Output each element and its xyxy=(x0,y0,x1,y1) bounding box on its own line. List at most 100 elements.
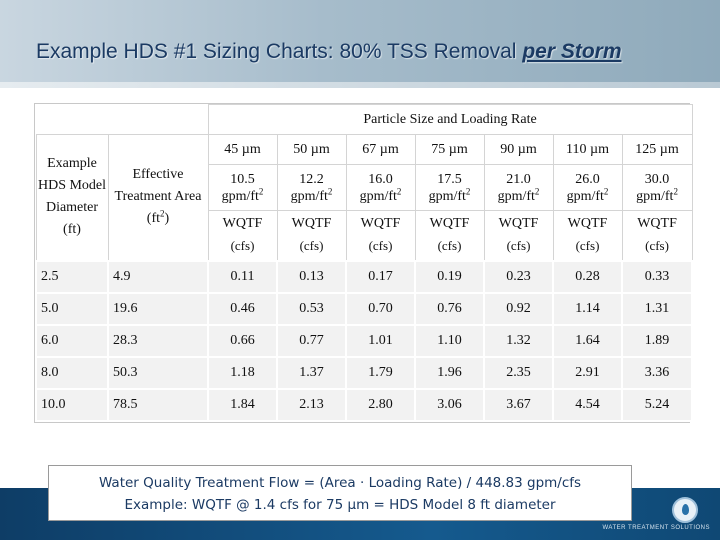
flow-unit: (cfs) xyxy=(437,237,462,253)
loading-rate-unit-sup: 2 xyxy=(258,185,264,196)
title-banner xyxy=(0,0,720,88)
wqtf-cell: 1.18 xyxy=(207,355,278,390)
flow-label: WQTF xyxy=(429,215,470,231)
loading-rate-header: 10.5 gpm/ft2 xyxy=(207,164,278,211)
particle-size-header: 110 µm xyxy=(552,134,623,165)
wqtf-cell: 1.32 xyxy=(483,323,554,358)
model-diameter-cell: 10.0 xyxy=(35,387,109,422)
flow-unit: (cfs) xyxy=(506,237,531,253)
wqtf-cell: 2.13 xyxy=(276,387,347,422)
wqtf-cell: 0.28 xyxy=(552,259,623,294)
particle-size-header: 125 µm xyxy=(621,134,693,165)
particle-size-header: 67 µm xyxy=(345,134,416,165)
sizing-table-container: Particle Size and Loading Rate Example H… xyxy=(34,103,694,423)
loading-rate-header: 12.2 gpm/ft2 xyxy=(276,164,347,211)
particle-size-header: 50 µm xyxy=(276,134,347,165)
wqtf-cell: 1.79 xyxy=(345,355,416,390)
wqtf-cell: 0.13 xyxy=(276,259,347,294)
area-header-close: ) xyxy=(164,211,170,227)
water-drop-logo-icon xyxy=(672,497,698,523)
flow-label: WQTF xyxy=(222,215,263,231)
diameter-column-header: Example HDS Model Diameter (ft) xyxy=(35,134,109,261)
loading-rate-value: 12.2 xyxy=(299,171,324,187)
wqtf-cell: 4.54 xyxy=(552,387,623,422)
loading-rate-unit: gpm/ft xyxy=(290,188,328,204)
loading-rate-unit: gpm/ft xyxy=(566,188,604,204)
wqtf-cell: 0.76 xyxy=(414,291,485,326)
wqtf-cell: 1.14 xyxy=(552,291,623,326)
wqtf-cell: 2.80 xyxy=(345,387,416,422)
loading-rate-unit-sup: 2 xyxy=(603,185,609,196)
table-row: 5.0 19.6 0.46 0.53 0.70 0.76 0.92 1.14 1.31 xyxy=(35,291,694,326)
wqtf-cell: 0.77 xyxy=(276,323,347,358)
model-diameter-cell: 8.0 xyxy=(35,355,109,390)
loading-rate-unit-sup: 2 xyxy=(327,185,333,196)
wqtf-cell: 1.01 xyxy=(345,323,416,358)
loading-rate-header: 30.0 gpm/ft2 xyxy=(621,164,693,211)
formula-line-2: Example: WQTF @ 1.4 cfs for 75 µm = HDS … xyxy=(124,497,556,513)
sizing-table: Particle Size and Loading Rate Example H… xyxy=(35,104,694,422)
formula-box: Water Quality Treatment Flow = (Area · L… xyxy=(48,465,632,521)
flow-unit-header: WQTF (cfs) xyxy=(276,210,347,261)
flow-label: WQTF xyxy=(291,215,332,231)
loading-rate-unit: gpm/ft xyxy=(428,188,466,204)
flow-unit-header: WQTF (cfs) xyxy=(207,210,278,261)
flow-label: WQTF xyxy=(498,215,539,231)
treatment-area-cell: 78.5 xyxy=(107,387,209,422)
flow-unit: (cfs) xyxy=(299,237,324,253)
area-header-sup: 2 xyxy=(160,208,165,219)
flow-unit-header: WQTF (cfs) xyxy=(414,210,485,261)
slide-title-main: Example HDS #1 Sizing Charts: 80% TSS Re… xyxy=(36,40,523,63)
particle-size-header: 90 µm xyxy=(483,134,554,165)
wqtf-cell: 0.53 xyxy=(276,291,347,326)
flow-label: WQTF xyxy=(637,215,677,231)
flow-unit: (cfs) xyxy=(368,237,393,253)
particle-size-header: 75 µm xyxy=(414,134,485,165)
loading-rate-unit-sup: 2 xyxy=(534,185,540,196)
wqtf-cell: 3.36 xyxy=(620,355,694,390)
table-row: 2.5 4.9 0.11 0.13 0.17 0.19 0.23 0.28 0.33 xyxy=(35,259,694,294)
loading-rate-unit-sup: 2 xyxy=(673,185,678,196)
area-column-header: Effective Treatment Area (ft2) xyxy=(107,134,209,261)
loading-rate-value: 17.5 xyxy=(437,171,462,187)
loading-rate-header: 21.0 gpm/ft2 xyxy=(483,164,554,211)
wqtf-cell: 1.10 xyxy=(414,323,485,358)
wqtf-cell: 0.17 xyxy=(345,259,416,294)
wqtf-cell: 5.24 xyxy=(620,387,694,422)
wqtf-cell: 0.11 xyxy=(207,259,278,294)
wqtf-cell: 0.19 xyxy=(414,259,485,294)
wqtf-cell: 2.35 xyxy=(483,355,554,390)
loading-rate-unit: gpm/ft xyxy=(497,188,535,204)
flow-label: WQTF xyxy=(360,215,401,231)
table-row: 10.0 78.5 1.84 2.13 2.80 3.06 3.67 4.54 5.24 xyxy=(35,387,694,422)
loading-rate-value: 16.0 xyxy=(368,171,393,187)
group-header: Particle Size and Loading Rate xyxy=(207,104,693,135)
wqtf-cell: 1.89 xyxy=(620,323,694,358)
flow-label: WQTF xyxy=(567,215,608,231)
flow-unit-header: WQTF (cfs) xyxy=(552,210,623,261)
slide-title-emphasis: per Storm xyxy=(522,40,622,63)
wqtf-cell: 1.31 xyxy=(620,291,694,326)
flow-unit-header: WQTF (cfs) xyxy=(483,210,554,261)
loading-rate-value: 30.0 xyxy=(644,171,670,187)
loading-rate-header: 17.5 gpm/ft2 xyxy=(414,164,485,211)
slide-title: Example HDS #1 Sizing Charts: 80% TSS Re… xyxy=(36,40,716,64)
wqtf-cell: 1.64 xyxy=(552,323,623,358)
corner-blank xyxy=(35,104,209,135)
flow-unit-header: WQTF (cfs) xyxy=(345,210,416,261)
wqtf-cell: 0.92 xyxy=(483,291,554,326)
wqtf-cell: 0.66 xyxy=(207,323,278,358)
flow-unit: (cfs) xyxy=(230,237,255,253)
table-row: 6.0 28.3 0.66 0.77 1.01 1.10 1.32 1.64 1.89 xyxy=(35,323,694,358)
loading-rate-unit-sup: 2 xyxy=(396,185,402,196)
loading-rate-unit: gpm/ft xyxy=(636,188,674,204)
loading-rate-unit: gpm/ft xyxy=(221,188,259,204)
loading-rate-value: 21.0 xyxy=(506,171,531,187)
particle-size-header: 45 µm xyxy=(207,134,278,165)
treatment-area-cell: 50.3 xyxy=(107,355,209,390)
treatment-area-cell: 28.3 xyxy=(107,323,209,358)
treatment-area-cell: 19.6 xyxy=(107,291,209,326)
flow-unit-header: WQTF (cfs) xyxy=(621,210,693,261)
wqtf-cell: 3.06 xyxy=(414,387,485,422)
loading-rate-header: 26.0 gpm/ft2 xyxy=(552,164,623,211)
